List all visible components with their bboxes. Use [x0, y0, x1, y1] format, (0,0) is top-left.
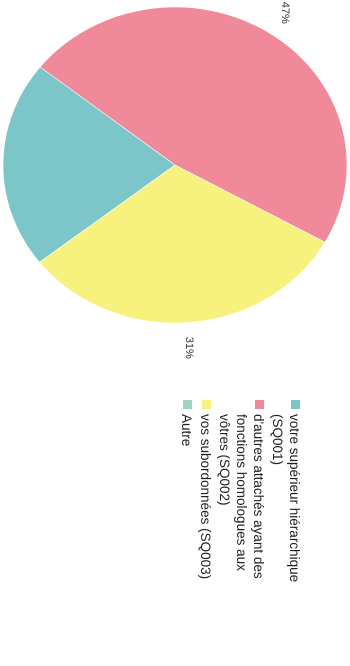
legend-swatch [202, 400, 211, 409]
slice-percent-label: 31% [183, 337, 195, 359]
legend-label: fonctions homologues aux [234, 414, 249, 571]
legend-swatch [255, 400, 264, 409]
pie-group [2, 6, 348, 324]
legend-swatch [183, 400, 192, 409]
legend-label: (SQ001) [270, 414, 285, 465]
pie-slice [2, 66, 176, 263]
legend-swatch [291, 400, 300, 409]
legend-label: Autre [179, 414, 194, 446]
pie-slice [39, 164, 326, 324]
legend-label: vôtres (SQ002) [217, 414, 232, 506]
pie-slice [39, 6, 348, 243]
legend: votre supérieur hiérarchique(SQ001) d'aut… [179, 400, 302, 582]
slice-percent-label: 47% [279, 2, 291, 24]
legend-label: d'autres attachés ayant des [251, 414, 266, 579]
pie-labels: 21%47%31% [183, 2, 291, 359]
legend-label: votre supérieur hiérarchique [287, 414, 302, 582]
legend-label: vos subordonnées (SQ003) [198, 414, 213, 579]
